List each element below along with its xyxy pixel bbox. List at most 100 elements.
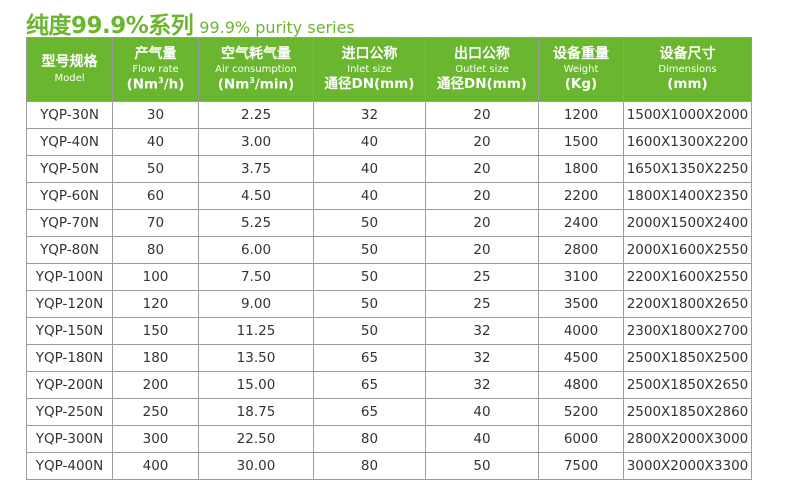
cell-inlet-size: 50 bbox=[313, 236, 426, 264]
table-row: YQP-250N 250 18.75 65 40 5200 2500X1850X2860 bbox=[26, 398, 752, 426]
cell-air-consumption: 3.00 bbox=[198, 128, 314, 156]
cell-weight: 5200 bbox=[538, 398, 624, 426]
cell-dimensions: 2500X1850X2860 bbox=[623, 398, 752, 426]
cell-model: YQP-30N bbox=[26, 101, 113, 129]
header-weight-unit: (Kg) bbox=[564, 76, 598, 93]
cell-inlet-size: 50 bbox=[313, 317, 426, 345]
cell-outlet-size: 32 bbox=[425, 371, 539, 399]
header-flow-rate-unit: (Nm3/h) bbox=[126, 76, 185, 93]
cell-flow-rate: 40 bbox=[112, 128, 199, 156]
cell-weight: 4000 bbox=[538, 317, 624, 345]
header-inlet-size-unit: 通径DN(mm) bbox=[324, 76, 415, 93]
cell-flow-rate: 100 bbox=[112, 263, 199, 291]
cell-air-consumption: 5.25 bbox=[198, 209, 314, 237]
cell-air-consumption: 3.75 bbox=[198, 155, 314, 183]
cell-dimensions: 1600X1300X2200 bbox=[623, 128, 752, 156]
cell-model: YQP-400N bbox=[26, 452, 113, 480]
cell-dimensions: 2500X1850X2500 bbox=[623, 344, 752, 372]
cell-outlet-size: 20 bbox=[425, 128, 539, 156]
cell-model: YQP-100N bbox=[26, 263, 113, 291]
cell-inlet-size: 40 bbox=[313, 155, 426, 183]
cell-inlet-size: 50 bbox=[313, 290, 426, 318]
cell-air-consumption: 11.25 bbox=[198, 317, 314, 345]
cell-inlet-size: 65 bbox=[313, 371, 426, 399]
cell-dimensions: 2200X1600X2550 bbox=[623, 263, 752, 291]
cell-outlet-size: 32 bbox=[425, 317, 539, 345]
cell-air-consumption: 13.50 bbox=[198, 344, 314, 372]
cell-air-consumption: 18.75 bbox=[198, 398, 314, 426]
cell-flow-rate: 400 bbox=[112, 452, 199, 480]
cell-inlet-size: 65 bbox=[313, 344, 426, 372]
header-outlet-size-unit: 通径DN(mm) bbox=[437, 76, 527, 93]
cell-air-consumption: 30.00 bbox=[198, 452, 314, 480]
table-row: YQP-120N 120 9.00 50 25 3500 2200X1800X2650 bbox=[26, 290, 752, 318]
cell-air-consumption: 6.00 bbox=[198, 236, 314, 264]
cell-dimensions: 2000X1500X2400 bbox=[623, 209, 752, 237]
table-row: YQP-180N 180 13.50 65 32 4500 2500X1850X2500 bbox=[26, 344, 752, 372]
table-row: YQP-200N 200 15.00 65 32 4800 2500X1850X2650 bbox=[26, 371, 752, 399]
header-dimensions: 设备尺寸 Dimensions (mm) bbox=[623, 37, 752, 102]
cell-flow-rate: 80 bbox=[112, 236, 199, 264]
cell-air-consumption: 15.00 bbox=[198, 371, 314, 399]
cell-dimensions: 2500X1850X2650 bbox=[623, 371, 752, 399]
header-inlet-size-cn: 进口公称 bbox=[341, 45, 398, 62]
cell-outlet-size: 32 bbox=[425, 344, 539, 372]
cell-weight: 3100 bbox=[538, 263, 624, 291]
header-air-consumption-unit: (Nm3/min) bbox=[217, 76, 295, 93]
cell-weight: 3500 bbox=[538, 290, 624, 318]
cell-weight: 1800 bbox=[538, 155, 624, 183]
header-model-cn: 型号规格 bbox=[41, 54, 98, 71]
table-row: YQP-400N 400 30.00 80 50 7500 3000X2000X3300 bbox=[26, 452, 752, 480]
cell-flow-rate: 300 bbox=[112, 425, 199, 453]
cell-model: YQP-80N bbox=[26, 236, 113, 264]
cell-flow-rate: 50 bbox=[112, 155, 199, 183]
cell-weight: 4800 bbox=[538, 371, 624, 399]
title-chinese: 纯度99.9%系列 bbox=[26, 13, 194, 39]
header-dimensions-cn: 设备尺寸 bbox=[659, 45, 716, 62]
cell-flow-rate: 70 bbox=[112, 209, 199, 237]
cell-outlet-size: 20 bbox=[425, 209, 539, 237]
cell-flow-rate: 30 bbox=[112, 101, 199, 129]
cell-flow-rate: 120 bbox=[112, 290, 199, 318]
cell-weight: 1200 bbox=[538, 101, 624, 129]
cell-air-consumption: 22.50 bbox=[198, 425, 314, 453]
cell-air-consumption: 2.25 bbox=[198, 101, 314, 129]
header-air-consumption-cn: 空气耗气量 bbox=[221, 45, 291, 62]
cell-weight: 2400 bbox=[538, 209, 624, 237]
table-row: YQP-300N 300 22.50 80 40 6000 2800X2000X3000 bbox=[26, 425, 752, 453]
cell-inlet-size: 32 bbox=[313, 101, 426, 129]
cell-inlet-size: 50 bbox=[313, 263, 426, 291]
header-outlet-size-cn: 出口公称 bbox=[454, 45, 510, 62]
header-flow-rate-cn: 产气量 bbox=[134, 45, 177, 62]
cell-flow-rate: 180 bbox=[112, 344, 199, 372]
cell-dimensions: 2800X2000X3000 bbox=[623, 425, 752, 453]
cell-air-consumption: 7.50 bbox=[198, 263, 314, 291]
page-title: 纯度99.9%系列 99.9% purity series bbox=[26, 6, 355, 39]
cell-inlet-size: 50 bbox=[313, 209, 426, 237]
header-flow-rate: 产气量 Flow rate (Nm3/h) bbox=[112, 37, 199, 102]
cell-inlet-size: 80 bbox=[313, 452, 426, 480]
cell-outlet-size: 50 bbox=[425, 452, 539, 480]
cell-model: YQP-120N bbox=[26, 290, 113, 318]
header-dimensions-unit: (mm) bbox=[667, 76, 708, 93]
cell-dimensions: 2200X1800X2650 bbox=[623, 290, 752, 318]
header-weight-cn: 设备重量 bbox=[553, 45, 609, 62]
cell-dimensions: 2000X1600X2550 bbox=[623, 236, 752, 264]
cell-outlet-size: 40 bbox=[425, 425, 539, 453]
title-english: 99.9% purity series bbox=[199, 18, 355, 37]
cell-air-consumption: 4.50 bbox=[198, 182, 314, 210]
cell-dimensions: 3000X2000X3300 bbox=[623, 452, 752, 480]
cell-inlet-size: 65 bbox=[313, 398, 426, 426]
cell-dimensions: 1800X1400X2350 bbox=[623, 182, 752, 210]
cell-model: YQP-70N bbox=[26, 209, 113, 237]
table-row: YQP-30N 30 2.25 32 20 1200 1500X1000X2000 bbox=[26, 101, 752, 129]
cell-weight: 2200 bbox=[538, 182, 624, 210]
header-outlet-size: 出口公称 Outlet size 通径DN(mm) bbox=[425, 37, 539, 102]
cell-flow-rate: 250 bbox=[112, 398, 199, 426]
cell-dimensions: 2300X1800X2700 bbox=[623, 317, 752, 345]
header-weight: 设备重量 Weight (Kg) bbox=[538, 37, 624, 102]
cell-inlet-size: 80 bbox=[313, 425, 426, 453]
cell-flow-rate: 200 bbox=[112, 371, 199, 399]
cell-model: YQP-60N bbox=[26, 182, 113, 210]
cell-dimensions: 1650X1350X2250 bbox=[623, 155, 752, 183]
